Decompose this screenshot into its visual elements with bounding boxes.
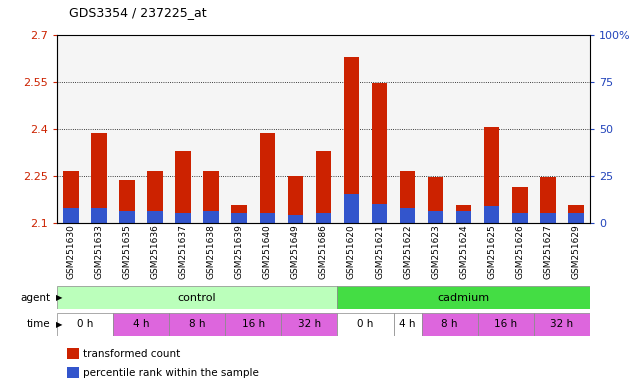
Text: percentile rank within the sample: percentile rank within the sample	[83, 368, 259, 378]
Text: ▶: ▶	[56, 293, 62, 302]
Bar	[344, 195, 359, 223]
Text: control: control	[178, 293, 216, 303]
Text: agent: agent	[20, 293, 50, 303]
Bar	[147, 212, 163, 223]
Bar	[534, 313, 590, 336]
Bar	[484, 206, 500, 223]
Bar	[428, 212, 444, 223]
Bar	[113, 313, 169, 336]
Bar	[91, 208, 107, 223]
Bar	[288, 176, 303, 223]
Text: 0 h: 0 h	[76, 319, 93, 329]
Bar	[288, 215, 303, 223]
Bar	[478, 313, 534, 336]
Bar	[316, 151, 331, 223]
Text: time: time	[27, 319, 50, 329]
Bar	[338, 286, 590, 309]
Bar	[225, 313, 281, 336]
Bar	[169, 313, 225, 336]
Bar	[232, 214, 247, 223]
Bar	[540, 214, 556, 223]
Bar	[175, 214, 191, 223]
Bar	[281, 313, 338, 336]
Text: 4 h: 4 h	[399, 319, 416, 329]
Bar	[91, 133, 107, 223]
Bar	[63, 171, 78, 223]
Text: 8 h: 8 h	[442, 319, 458, 329]
Bar	[68, 348, 79, 359]
Text: 8 h: 8 h	[189, 319, 205, 329]
Bar	[456, 212, 471, 223]
Text: 16 h: 16 h	[494, 319, 517, 329]
Text: cadmium: cadmium	[438, 293, 490, 303]
Bar	[119, 212, 134, 223]
Text: ▶: ▶	[56, 320, 62, 329]
Bar	[316, 214, 331, 223]
Text: 32 h: 32 h	[298, 319, 321, 329]
Bar	[232, 205, 247, 223]
Bar	[175, 151, 191, 223]
Bar	[57, 286, 338, 309]
Bar	[68, 367, 79, 378]
Text: 32 h: 32 h	[550, 319, 574, 329]
Bar	[259, 214, 275, 223]
Text: transformed count: transformed count	[83, 349, 180, 359]
Bar	[344, 56, 359, 223]
Bar	[259, 133, 275, 223]
Bar	[428, 177, 444, 223]
Bar	[394, 313, 422, 336]
Bar	[400, 208, 415, 223]
Bar	[57, 313, 113, 336]
Bar	[456, 205, 471, 223]
Text: 4 h: 4 h	[133, 319, 149, 329]
Bar	[484, 127, 500, 223]
Bar	[147, 171, 163, 223]
Bar	[400, 171, 415, 223]
Bar	[203, 171, 219, 223]
Bar	[512, 187, 528, 223]
Bar	[372, 204, 387, 223]
Text: GDS3354 / 237225_at: GDS3354 / 237225_at	[69, 6, 207, 19]
Bar	[63, 208, 78, 223]
Bar	[540, 177, 556, 223]
Bar	[422, 313, 478, 336]
Text: 0 h: 0 h	[357, 319, 374, 329]
Bar	[569, 214, 584, 223]
Bar	[512, 214, 528, 223]
Bar	[203, 212, 219, 223]
Bar	[372, 83, 387, 223]
Text: 16 h: 16 h	[242, 319, 265, 329]
Bar	[569, 205, 584, 223]
Bar	[338, 313, 394, 336]
Bar	[119, 180, 134, 223]
